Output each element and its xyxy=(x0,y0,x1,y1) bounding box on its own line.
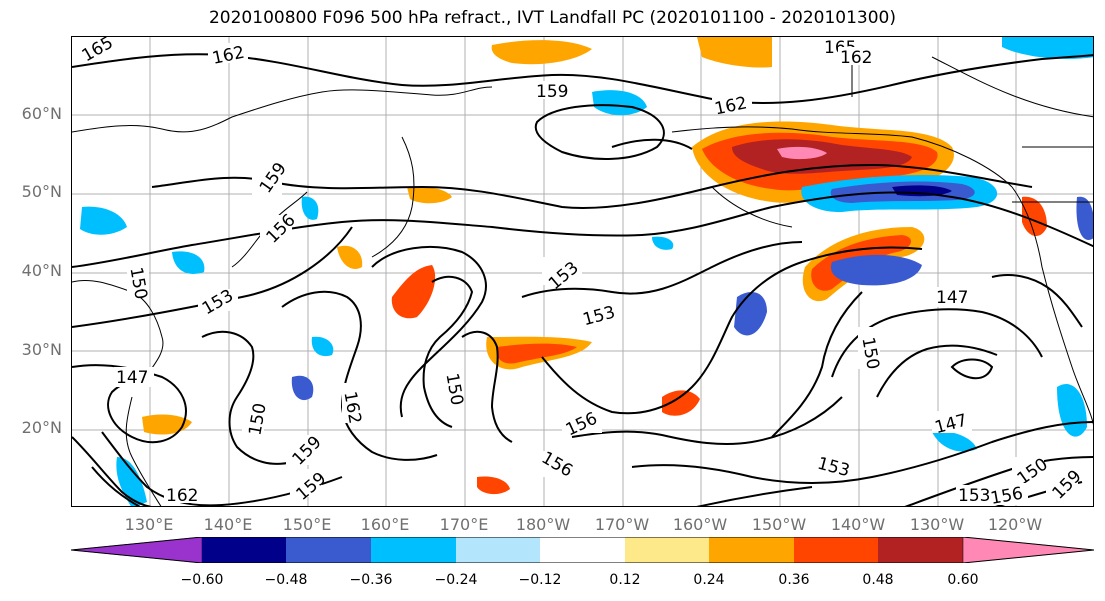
lat-label-30n: 30°N xyxy=(21,340,62,359)
colorbar-tick: −0.48 xyxy=(264,572,308,588)
colorbar-tick: 0.12 xyxy=(609,572,641,588)
lat-label-50n: 50°N xyxy=(21,182,62,201)
colorbar-tick: 0.36 xyxy=(778,572,810,588)
contour-labels: 165 162 165 162 159 162 159 156 153 150 … xyxy=(77,37,1086,507)
colorbar-segment xyxy=(794,537,878,563)
colorbar-segment xyxy=(709,537,794,563)
contour-label: 147 xyxy=(116,368,148,388)
colorbar-tick: −0.24 xyxy=(434,572,478,588)
colorbar xyxy=(71,537,1094,563)
lat-label-60n: 60°N xyxy=(21,104,62,123)
lon-label-150e: 150°E xyxy=(282,515,332,534)
colorbar-tick: −0.60 xyxy=(180,572,224,588)
map-plot-area: 165 162 165 162 159 162 159 156 153 150 … xyxy=(71,36,1094,507)
lat-label-40n: 40°N xyxy=(21,261,62,280)
lon-label-170w: 170°W xyxy=(594,515,650,534)
colorbar-segment xyxy=(878,537,963,563)
colorbar-segment xyxy=(456,537,540,563)
contour-label: 147 xyxy=(936,288,968,308)
contour-label: 150 xyxy=(245,402,270,437)
colorbar-segment xyxy=(962,537,1094,563)
lon-label-160e: 160°E xyxy=(360,515,410,534)
colorbar-segment xyxy=(371,537,456,563)
lon-label-170e: 170°E xyxy=(439,515,489,534)
colorbar-segment xyxy=(286,537,371,563)
lon-label-140e: 140°E xyxy=(203,515,253,534)
map-title: 2020100800 F096 500 hPa refract., IVT La… xyxy=(208,8,896,28)
contour-label: 162 xyxy=(166,486,198,506)
map-canvas: 165 162 165 162 159 162 159 156 153 150 … xyxy=(72,37,1093,507)
lon-label-160w: 160°W xyxy=(672,515,728,534)
colorbar-segment xyxy=(71,537,203,563)
colorbar-tick: 0.48 xyxy=(862,572,894,588)
colorbar-tick: −0.12 xyxy=(518,572,562,588)
lon-label-130w: 130°W xyxy=(909,515,965,534)
lon-label-140w: 140°W xyxy=(830,515,886,534)
lon-label-180w: 180°W xyxy=(515,515,571,534)
lon-label-130e: 130°E xyxy=(124,515,174,534)
contour-label: 159 xyxy=(536,82,568,102)
contour-label: 162 xyxy=(840,48,872,68)
colorbar-tick: 0.24 xyxy=(693,572,725,588)
lon-label-150w: 150°W xyxy=(751,515,807,534)
colorbar-tick: 0.60 xyxy=(947,572,979,588)
contour-label: 156 xyxy=(989,484,1024,507)
lon-label-120w: 120°W xyxy=(987,515,1043,534)
colorbar-segment xyxy=(625,537,709,563)
colorbar-segment xyxy=(202,537,286,563)
colorbar-tick: −0.36 xyxy=(349,572,393,588)
contour-label: 153 xyxy=(958,486,990,506)
lat-label-20n: 20°N xyxy=(21,418,62,437)
colorbar-segment xyxy=(540,537,625,563)
